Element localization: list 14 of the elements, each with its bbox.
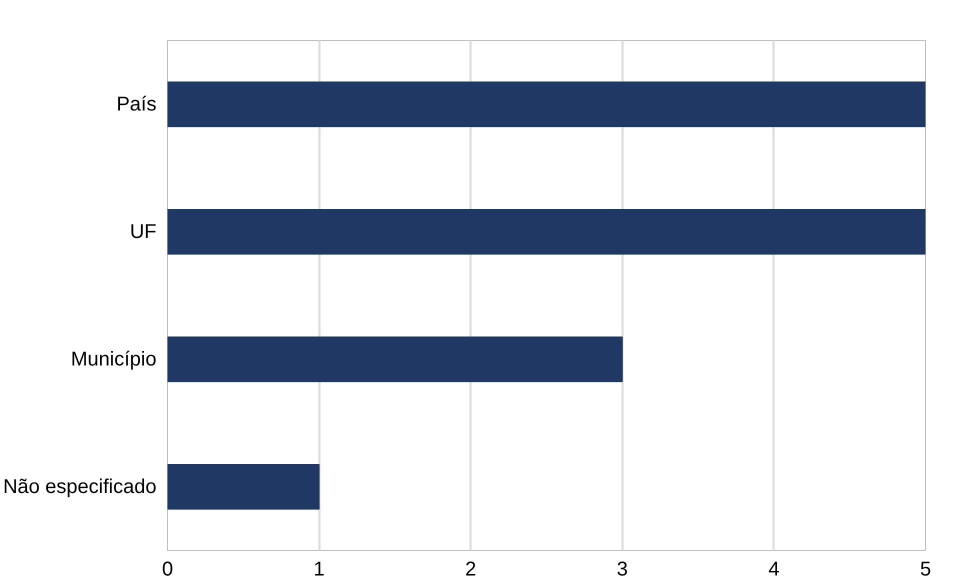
x-tick-label: 2: [465, 558, 476, 580]
bar: [168, 464, 320, 510]
x-tick-label: 1: [314, 558, 325, 580]
y-tick-label: Não especificado: [3, 476, 157, 498]
y-tick-label: País: [116, 93, 157, 116]
bar: [168, 81, 926, 128]
y-tick-label: UF: [130, 220, 157, 243]
x-tick-label: 4: [768, 558, 780, 580]
y-tick-label: Município: [70, 348, 157, 370]
bar: [168, 208, 926, 255]
x-tick-label: 0: [162, 558, 174, 580]
x-tick-label: 3: [616, 558, 628, 580]
x-tick-label: 5: [920, 558, 932, 580]
bar: [168, 336, 623, 382]
